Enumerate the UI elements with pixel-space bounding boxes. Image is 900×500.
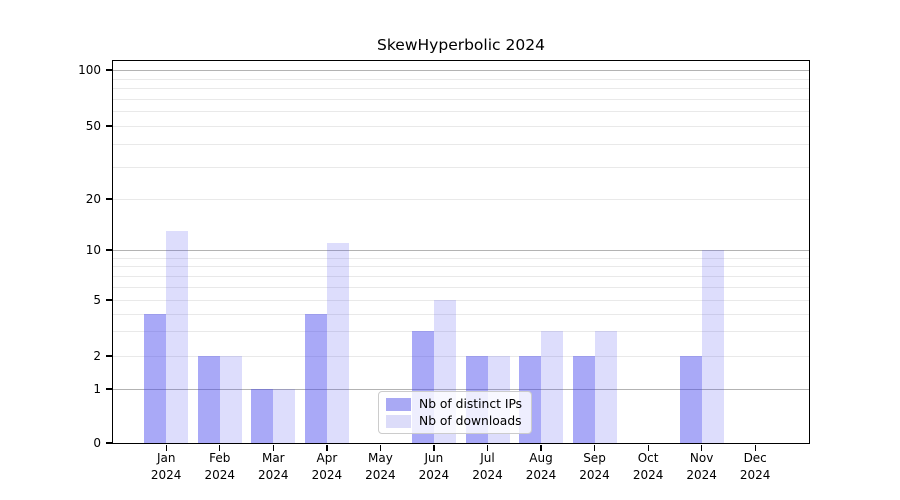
legend-label-downloads: Nb of downloads <box>419 414 522 428</box>
minor-gridline <box>113 111 809 113</box>
x-tick-label-jun: Jun 2024 <box>418 451 450 482</box>
bar-ips-feb <box>197 356 220 443</box>
y-tick <box>105 299 112 301</box>
x-tick-label-nov: Nov 2024 <box>686 451 717 482</box>
legend: Nb of distinct IPs Nb of downloads <box>378 391 533 434</box>
minor-gridline <box>113 143 809 145</box>
y-tick <box>105 69 112 71</box>
minor-gridline <box>113 98 809 100</box>
y-tick-label-5: 5 <box>93 293 101 307</box>
y-tick <box>105 125 112 127</box>
y-tick <box>105 249 112 251</box>
chart-title: SkewHyperbolic 2024 <box>377 36 545 54</box>
major-gridline <box>113 250 809 251</box>
x-tick <box>593 444 596 451</box>
x-tick-label-oct: Oct 2024 <box>632 451 664 482</box>
x-tick-label-jul: Jul 2024 <box>472 451 503 482</box>
x-tick <box>486 444 489 451</box>
bar-ips-jan <box>144 313 167 443</box>
legend-label-distinct-ips: Nb of distinct IPs <box>419 397 523 411</box>
y-tick-label-50: 50 <box>85 119 101 133</box>
minor-gridline <box>113 166 809 168</box>
y-tick-label-10: 10 <box>85 243 101 257</box>
y-tick-label-1: 1 <box>93 382 101 396</box>
minor-gridline <box>113 199 809 200</box>
y-tick <box>105 198 112 200</box>
x-tick-label-dec: Dec 2024 <box>739 451 771 482</box>
bar-ips-sep <box>572 356 595 443</box>
bar-ips-mar <box>251 389 274 443</box>
minor-gridline <box>113 331 809 333</box>
x-tick-label-apr: Apr 2024 <box>311 451 343 482</box>
minor-gridline <box>113 88 809 89</box>
minor-gridline <box>113 313 809 315</box>
y-tick <box>105 355 112 357</box>
x-tick <box>379 444 382 451</box>
major-gridline <box>113 389 809 390</box>
bar-downloads-mar <box>273 389 296 443</box>
y-tick-label-20: 20 <box>85 192 101 206</box>
x-tick <box>326 444 328 451</box>
x-tick <box>433 444 435 451</box>
x-tick-label-aug: Aug 2024 <box>525 451 557 482</box>
x-tick <box>165 444 167 451</box>
bar-ips-apr <box>304 313 327 443</box>
minor-gridline <box>113 266 809 268</box>
grid-layer <box>113 61 809 443</box>
bar-downloads-jan <box>166 230 189 443</box>
x-tick-label-feb: Feb 2024 <box>204 451 236 482</box>
bar-ips-nov <box>679 356 702 443</box>
minor-gridline <box>113 286 809 288</box>
x-tick-label-may: May 2024 <box>365 451 396 482</box>
y-tick <box>105 388 112 390</box>
minor-gridline <box>113 78 809 80</box>
x-tick-label-sep: Sep 2024 <box>579 451 610 482</box>
legend-swatch-distinct-ips <box>386 397 411 411</box>
legend-item-distinct-ips: Nb of distinct IPs <box>386 397 522 411</box>
minor-gridline <box>113 257 809 259</box>
plot-area: Nb of distinct IPs Nb of downloads 100 50… <box>78 59 810 482</box>
bars-layer <box>113 61 809 443</box>
y-tick-label-100: 100 <box>78 63 101 77</box>
x-tick <box>272 444 274 451</box>
x-tick-label-jan: Jan 2024 <box>150 451 182 482</box>
x-tick-label-mar: Mar 2024 <box>258 451 289 482</box>
y-tick-label-2: 2 <box>93 349 101 363</box>
legend-item-downloads: Nb of downloads <box>386 414 522 428</box>
x-tick <box>647 444 649 451</box>
bar-downloads-nov <box>701 250 724 443</box>
y-tick <box>105 442 112 444</box>
bar-downloads-feb <box>219 356 242 443</box>
bar-downloads-apr <box>326 243 349 443</box>
x-tick <box>701 444 703 451</box>
major-gridline <box>113 70 809 71</box>
x-tick <box>754 444 756 451</box>
x-tick <box>219 444 221 451</box>
x-tick <box>540 444 542 451</box>
minor-gridline <box>113 356 809 357</box>
bar-downloads-sep <box>594 331 617 443</box>
minor-gridline <box>113 275 809 277</box>
bar-downloads-aug <box>541 331 563 443</box>
minor-gridline <box>113 300 809 301</box>
y-tick-label-0: 0 <box>93 436 101 450</box>
minor-gridline <box>113 126 809 127</box>
legend-swatch-downloads <box>386 414 411 428</box>
